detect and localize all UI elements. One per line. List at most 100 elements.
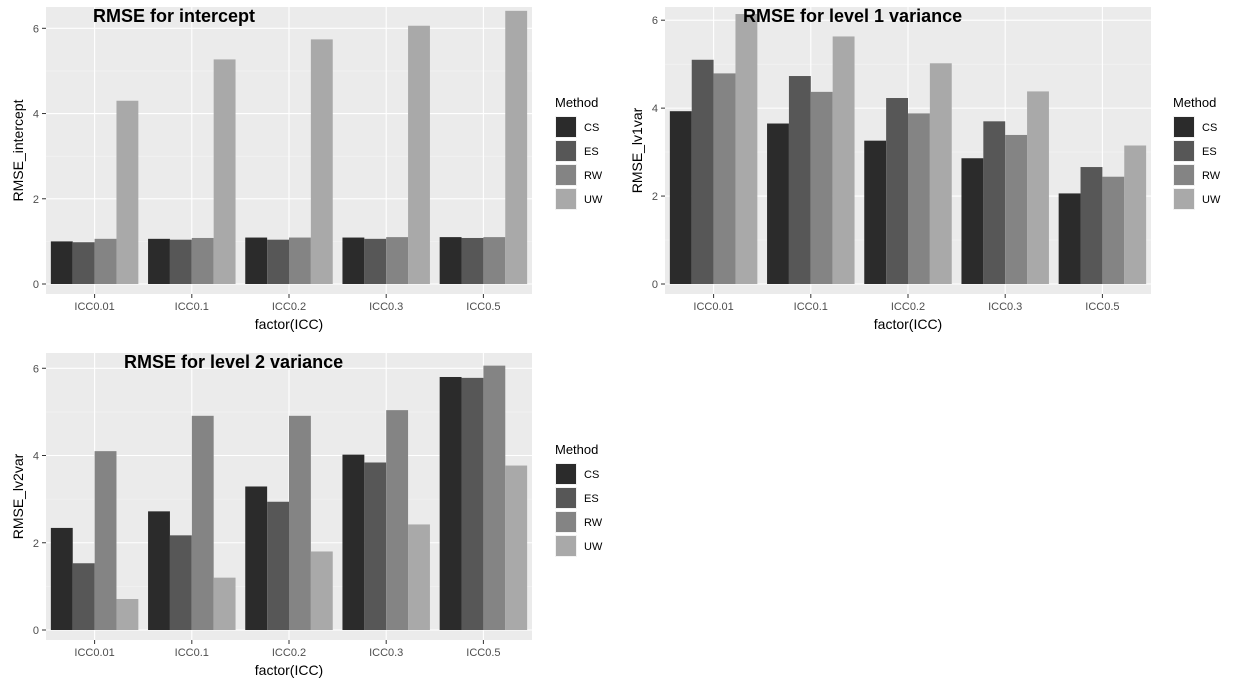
bar-uw-icc0-5 <box>1124 145 1147 284</box>
y-tick-label: 0 <box>652 279 658 291</box>
bar-es-icc0-5 <box>1080 167 1103 284</box>
x-tick-label: ICC0.2 <box>272 647 306 659</box>
bar-uw-icc0-3 <box>408 25 430 285</box>
y-tick-label: 0 <box>33 625 39 637</box>
bar-rw-icc0-2 <box>289 415 311 630</box>
bar-uw-icc0-2 <box>310 551 333 630</box>
bar-es-icc0-5 <box>461 377 484 630</box>
legend-swatch-rw <box>556 165 576 185</box>
legend-swatch-rw <box>556 512 576 532</box>
bar-rw-icc0-3 <box>1005 134 1028 284</box>
y-tick-label: 2 <box>652 191 658 203</box>
bar-cs-icc0-5 <box>1058 193 1081 284</box>
y-tick-label: 2 <box>33 194 39 206</box>
legend-label-cs: CS <box>584 122 599 134</box>
bar-uw-icc0-2 <box>310 39 333 284</box>
bar-cs-icc0-3 <box>961 158 984 284</box>
bar-es-icc0-01 <box>72 242 95 284</box>
x-tick-label: ICC0.3 <box>369 647 403 659</box>
x-axis-title: factor(ICC) <box>874 316 942 332</box>
bar-cs-icc0-5 <box>439 237 462 284</box>
x-tick-label: ICC0.01 <box>693 301 733 313</box>
bar-cs-icc0-01 <box>50 527 73 630</box>
bar-es-icc0-2 <box>267 239 289 284</box>
legend: Method CS ES RW UW <box>555 442 603 557</box>
legend-swatch-cs <box>1174 117 1194 137</box>
bar-rw-icc0-1 <box>191 415 214 630</box>
bar-rw-icc0-01 <box>94 238 117 284</box>
legend-title: Method <box>1173 95 1216 110</box>
x-tick-label: ICC0.5 <box>466 647 500 659</box>
bar-uw-icc0-1 <box>832 36 855 285</box>
bar-rw-icc0-5 <box>1102 176 1125 284</box>
bar-uw-icc0-3 <box>408 524 430 630</box>
x-tick-label: ICC0.5 <box>466 301 500 313</box>
bar-rw-icc0-2 <box>908 113 930 285</box>
legend-swatch-uw <box>556 536 576 556</box>
legend: Method CS ES RW UW <box>555 95 603 210</box>
legend-label-cs: CS <box>1202 122 1217 134</box>
bar-cs-icc0-2 <box>245 486 268 630</box>
bar-cs-icc0-3 <box>342 454 365 630</box>
y-axis-title: RMSE_lv1var <box>629 107 645 193</box>
bar-uw-icc0-01 <box>735 14 758 285</box>
chart-title: RMSE for level 2 variance <box>124 352 343 372</box>
bar-rw-icc0-5 <box>483 365 506 630</box>
bar-uw-icc0-5 <box>505 465 528 630</box>
legend-label-es: ES <box>584 493 599 505</box>
bar-uw-icc0-1 <box>213 59 236 284</box>
y-tick-label: 6 <box>652 15 658 27</box>
bar-rw-icc0-1 <box>810 91 833 284</box>
x-tick-label: ICC0.01 <box>74 647 114 659</box>
y-tick-label: 6 <box>33 363 39 375</box>
x-tick-label: ICC0.2 <box>272 301 306 313</box>
legend-swatch-uw <box>556 189 576 209</box>
bar-cs-icc0-3 <box>342 237 365 284</box>
legend-label-uw: UW <box>584 194 603 206</box>
bar-rw-icc0-3 <box>386 237 409 284</box>
bar-rw-icc0-5 <box>483 237 506 284</box>
bar-rw-icc0-1 <box>191 237 214 284</box>
legend-label-cs: CS <box>584 469 599 481</box>
bar-es-icc0-2 <box>267 501 289 630</box>
bar-es-icc0-2 <box>886 98 908 284</box>
legend-title: Method <box>555 442 598 457</box>
chart-title: RMSE for level 1 variance <box>743 6 962 26</box>
bar-cs-icc0-01 <box>50 241 73 284</box>
bar-es-icc0-01 <box>691 59 714 285</box>
y-tick-label: 4 <box>33 451 39 463</box>
bar-uw-icc0-5 <box>505 10 528 284</box>
x-tick-label: ICC0.1 <box>175 647 209 659</box>
bar-es-icc0-3 <box>364 238 387 284</box>
bar-es-icc0-1 <box>788 76 811 285</box>
bar-es-icc0-5 <box>461 237 484 284</box>
bar-cs-icc0-01 <box>669 111 692 284</box>
bar-es-icc0-01 <box>72 563 95 630</box>
legend-label-uw: UW <box>584 541 603 553</box>
chart-panel-2: 0 2 4 6 ICC0.01 ICC0.1 ICC0.2 ICC0.3 ICC0.5 facto… <box>629 6 1221 332</box>
y-tick-label: 6 <box>33 23 39 35</box>
legend-title: Method <box>555 95 598 110</box>
bar-rw-icc0-01 <box>94 451 117 630</box>
chart-panel-1: 0 2 4 6 ICC0.01 ICC0.1 ICC0.2 ICC0.3 ICC0.5 facto… <box>10 6 603 332</box>
y-tick-label: 0 <box>33 279 39 291</box>
chart-title: RMSE for intercept <box>93 6 255 26</box>
x-axis-title: factor(ICC) <box>255 316 323 332</box>
legend-label-es: ES <box>584 146 599 158</box>
y-tick-label: 2 <box>33 538 39 550</box>
legend-swatch-es <box>556 141 576 161</box>
legend-swatch-es <box>1174 141 1194 161</box>
bar-es-icc0-3 <box>364 462 387 630</box>
legend-label-rw: RW <box>584 517 603 529</box>
x-tick-label: ICC0.1 <box>794 301 828 313</box>
legend-label-uw: UW <box>1202 194 1221 206</box>
bar-cs-icc0-2 <box>245 237 268 284</box>
bar-rw-icc0-01 <box>713 73 736 285</box>
bar-uw-icc0-3 <box>1027 91 1049 285</box>
chart-panel-3: 0 2 4 6 ICC0.01 ICC0.1 ICC0.2 ICC0.3 ICC0.5 facto… <box>10 352 603 678</box>
bar-uw-icc0-1 <box>213 577 236 630</box>
bar-uw-icc0-2 <box>929 63 952 285</box>
bar-cs-icc0-1 <box>148 511 170 630</box>
x-tick-label: ICC0.01 <box>74 301 114 313</box>
